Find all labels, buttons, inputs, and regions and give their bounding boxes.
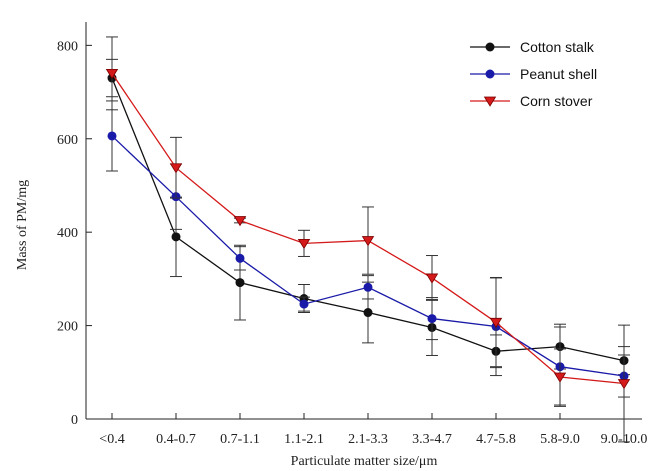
x-tick-label: 4.7-5.8 xyxy=(476,432,516,447)
y-axis-title: Mass of PM/mg xyxy=(15,180,30,270)
data-point-corn-stover xyxy=(489,317,503,329)
x-tick-label: 1.1-2.1 xyxy=(284,432,324,447)
data-point-corn-stover xyxy=(553,372,567,383)
legend-marker-peanut-shell xyxy=(485,69,495,79)
legend-label-cotton-stalk: Cotton stalk xyxy=(520,39,595,55)
data-point-corn-stover xyxy=(169,163,183,174)
series-group xyxy=(105,36,631,443)
data-point-corn-stover xyxy=(233,216,247,227)
x-ticks: <0.4 0.4-0.7 0.7-1.1 1.1-2.1 2.1-3.3 3.3-4.7 4… xyxy=(99,413,647,447)
y-tick-label: 600 xyxy=(57,133,78,148)
legend-item-corn-stover: Corn stover xyxy=(470,93,593,109)
data-point-corn-stover xyxy=(361,236,375,247)
data-point-cotton-stalk xyxy=(363,308,373,318)
data-point-corn-stover xyxy=(425,273,439,284)
x-tick-label: <0.4 xyxy=(99,432,124,447)
data-point-corn-stover xyxy=(297,238,311,250)
y-tick-label: 800 xyxy=(57,39,78,54)
data-point-peanut-shell xyxy=(427,314,437,324)
data-point-corn-stover xyxy=(617,379,631,390)
legend-label-peanut-shell: Peanut shell xyxy=(520,66,597,82)
legend-item-peanut-shell: Peanut shell xyxy=(470,66,597,82)
x-tick-label: 0.4-0.7 xyxy=(156,432,196,447)
legend-marker-corn-stover xyxy=(483,96,497,107)
x-tick-label: 0.7-1.1 xyxy=(220,432,260,447)
y-ticks: 0 200 400 600 800 xyxy=(57,39,92,428)
data-point-cotton-stalk xyxy=(171,232,181,242)
y-tick-label: 0 xyxy=(71,413,78,428)
x-tick-label: 2.1-3.3 xyxy=(348,432,388,447)
x-tick-label: 5.8-9.0 xyxy=(540,432,580,447)
legend-item-cotton-stalk: Cotton stalk xyxy=(470,39,595,55)
series-peanut-shell xyxy=(106,100,630,407)
legend-label-corn-stover: Corn stover xyxy=(520,93,593,109)
x-tick-label: 3.3-4.7 xyxy=(412,432,452,447)
chart-axes xyxy=(85,22,642,420)
legend: Cotton stalk Peanut shell Corn stover xyxy=(470,39,597,109)
data-point-peanut-shell xyxy=(235,253,245,263)
data-point-peanut-shell xyxy=(107,131,117,141)
data-point-corn-stover xyxy=(105,68,119,80)
x-axis-title: Particulate matter size/μm xyxy=(291,454,438,469)
data-point-cotton-stalk xyxy=(235,278,245,288)
y-tick-label: 400 xyxy=(57,226,78,241)
series-corn-stover xyxy=(105,36,631,443)
data-point-peanut-shell xyxy=(363,282,373,292)
legend-marker-cotton-stalk xyxy=(485,42,495,52)
data-point-peanut-shell xyxy=(299,299,309,309)
y-tick-label: 200 xyxy=(57,320,78,335)
